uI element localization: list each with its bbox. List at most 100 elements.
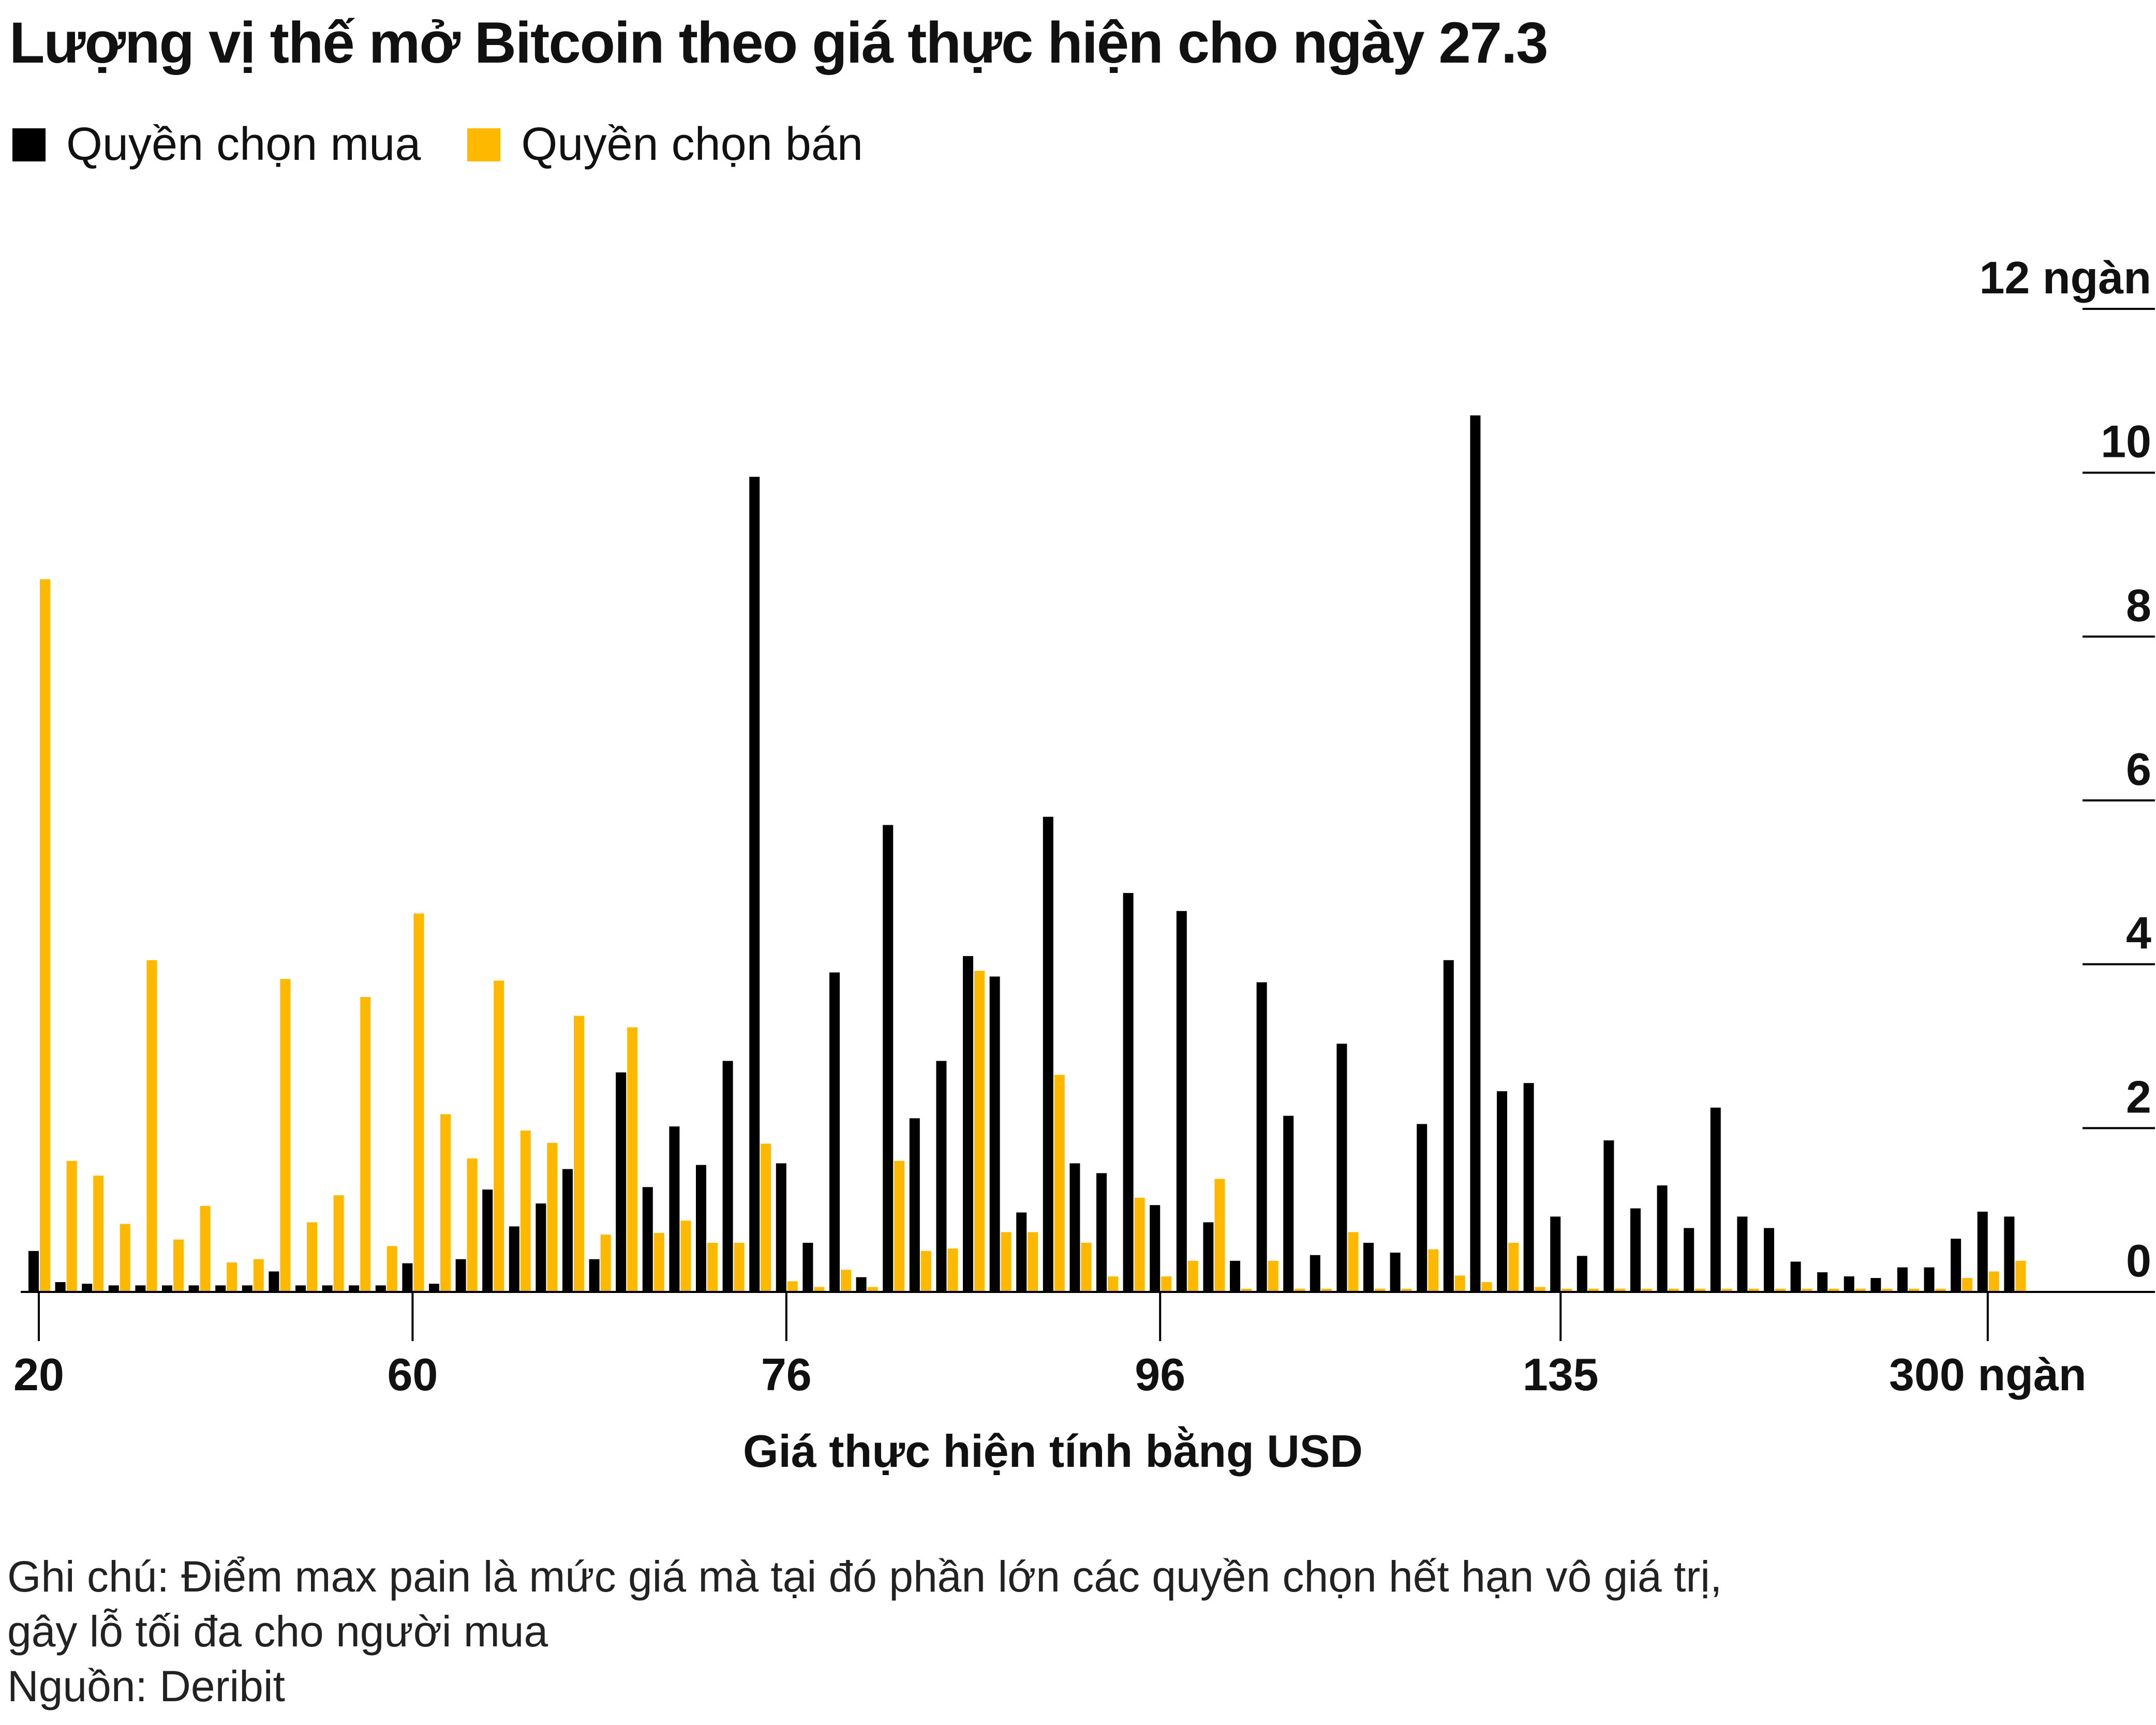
bar-put — [440, 1114, 451, 1292]
x-axis-title: Giá thực hiện tính bằng USD — [743, 1425, 1363, 1477]
bar-call — [28, 1251, 39, 1292]
bar-put — [1721, 1288, 1732, 1292]
bar-put — [1295, 1288, 1305, 1292]
bar-call — [1977, 1211, 1988, 1292]
bar-call — [1096, 1173, 1107, 1292]
bar-put — [120, 1224, 130, 1292]
bar-put — [974, 971, 985, 1292]
footnotes: Ghi chú: Điểm max pain là mức giá mà tại… — [7, 1550, 1722, 1714]
bar-call — [1577, 1256, 1587, 1292]
bar-put — [333, 1195, 344, 1292]
bar-call — [1710, 1107, 1721, 1292]
bar-call — [1043, 816, 1053, 1292]
x-tick-label: 20 — [13, 1349, 64, 1400]
bar-call — [642, 1187, 653, 1292]
bar-put — [386, 1246, 397, 1292]
bar-call — [1737, 1216, 1748, 1292]
bar-call — [349, 1285, 360, 1292]
bar-call — [1069, 1163, 1080, 1292]
bar-put — [1161, 1276, 1172, 1292]
bar-call — [883, 825, 894, 1292]
legend-label-calls: Quyền chọn mua — [66, 118, 421, 170]
bar-call — [616, 1072, 627, 1292]
bar-put — [1081, 1243, 1092, 1292]
bar-call — [1470, 415, 1481, 1292]
bar-put — [1214, 1179, 1225, 1292]
legend-swatch-puts — [467, 128, 501, 161]
legend-item-puts: Quyền chọn bán — [467, 118, 863, 171]
bar-put — [894, 1161, 905, 1292]
bar-put — [227, 1262, 237, 1292]
bar-put — [841, 1270, 851, 1292]
bar-call — [402, 1263, 413, 1292]
bar-series-group — [28, 415, 2026, 1292]
bar-call — [829, 972, 840, 1292]
bar-call — [909, 1118, 920, 1292]
bar-put — [1348, 1232, 1359, 1292]
bar-call — [55, 1282, 66, 1292]
bar-put — [1454, 1275, 1465, 1292]
legend-label-puts: Quyền chọn bán — [521, 118, 863, 170]
bar-call — [669, 1126, 680, 1292]
x-tick-label: 76 — [761, 1349, 812, 1400]
bar-call — [509, 1226, 519, 1292]
bar-call — [1203, 1222, 1214, 1292]
y-tick-label: 4 — [2126, 908, 2151, 959]
bar-call — [375, 1285, 386, 1292]
bar-put — [360, 997, 371, 1292]
bar-put — [574, 1016, 584, 1292]
bar-call — [1870, 1278, 1881, 1292]
bar-put — [1909, 1288, 1919, 1292]
bar-call — [1603, 1140, 1614, 1292]
bar-call — [1790, 1261, 1801, 1292]
bar-put — [1028, 1232, 1038, 1292]
y-tick-label: 12 ngàn — [1979, 252, 2151, 303]
bar-call — [562, 1169, 573, 1292]
x-axis: 20 60 76 96 135 300 ngàn — [13, 1291, 2155, 1400]
bar-put — [1748, 1288, 1759, 1292]
bar-call — [1310, 1255, 1320, 1292]
legend: Quyền chọn mua Quyền chọn bán — [12, 118, 910, 171]
bar-put — [520, 1131, 531, 1292]
bar-put — [93, 1176, 104, 1292]
bar-put — [1668, 1288, 1679, 1292]
bar-call — [1150, 1205, 1161, 1292]
bar-put — [547, 1142, 558, 1292]
bar-call — [1497, 1091, 1507, 1292]
bar-call — [1523, 1083, 1534, 1292]
bar-call — [1230, 1260, 1240, 1292]
bar-put — [200, 1206, 211, 1292]
bar-put — [494, 980, 504, 1292]
bar-call — [1176, 911, 1187, 1292]
bar-call — [215, 1285, 226, 1292]
bar-call — [1016, 1212, 1027, 1292]
bar-put — [280, 979, 291, 1292]
bar-call — [482, 1189, 493, 1292]
bar-call — [696, 1165, 706, 1292]
bar-call — [242, 1285, 252, 1292]
bar-call — [322, 1285, 333, 1292]
bar-put — [707, 1243, 718, 1292]
bar-call — [989, 976, 1000, 1292]
y-tick-label: 10 — [2101, 416, 2151, 467]
bar-put — [1615, 1288, 1626, 1292]
bar-call — [963, 956, 973, 1292]
bar-call — [1817, 1272, 1828, 1292]
bar-put — [1001, 1232, 1012, 1292]
bar-put — [787, 1281, 798, 1292]
bar-call — [1657, 1185, 1668, 1292]
bar-put — [1935, 1288, 1946, 1292]
bar-put — [1134, 1197, 1145, 1292]
x-tick-label: 135 — [1523, 1349, 1599, 1400]
bar-call — [536, 1203, 546, 1292]
bar-call — [455, 1259, 466, 1292]
bar-put — [1241, 1288, 1252, 1292]
bar-call — [1363, 1243, 1374, 1292]
bar-put — [1962, 1278, 1973, 1292]
bar-call — [1684, 1228, 1694, 1292]
bar-put — [734, 1243, 745, 1292]
y-tick-label: 6 — [2126, 743, 2151, 795]
bar-call — [722, 1061, 733, 1292]
legend-swatch-calls — [12, 128, 46, 161]
bar-put — [2015, 1260, 2026, 1292]
